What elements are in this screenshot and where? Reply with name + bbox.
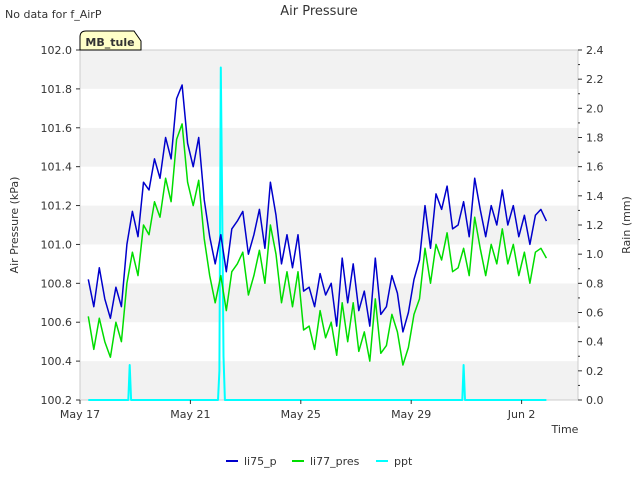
- y2-tick-label: 0.0: [586, 394, 604, 407]
- y2-axis-label: Rain (mm): [620, 196, 633, 254]
- site-badge: MB_tule: [79, 30, 142, 51]
- y-tick-label: 100.4: [41, 355, 73, 368]
- legend-label: ppt: [394, 455, 413, 468]
- x-tick-label: May 25: [281, 408, 321, 421]
- site-badge-box: [79, 30, 142, 51]
- y2-tick-label: 0.8: [586, 277, 604, 290]
- y2-tick-label: 2.0: [586, 102, 604, 115]
- y-tick-label: 101.8: [41, 83, 73, 96]
- x-axis-label: Time: [551, 423, 579, 436]
- background-bands: [80, 50, 578, 400]
- grid-band: [80, 205, 578, 245]
- x-tick-label: Jun 2: [507, 408, 536, 421]
- y-axis-ticks: 100.2 100.4 100.6 100.8 101.0 101.2 101.4 101.6…: [41, 44, 80, 407]
- y2-tick-label: 0.4: [586, 336, 604, 349]
- y-tick-label: 101.6: [41, 122, 73, 135]
- y-tick-label: 100.2: [41, 394, 73, 407]
- y2-tick-label: 1.0: [586, 248, 604, 261]
- y-tick-label: 101.0: [41, 238, 73, 251]
- y2-tick-label: 0.2: [586, 365, 604, 378]
- y2-tick-label: 2.2: [586, 73, 604, 86]
- x-axis-ticks: May 17 May 21 May 25 May 29 Jun 2: [60, 400, 536, 421]
- x-tick-label: May 21: [170, 408, 210, 421]
- y2-tick-label: 1.2: [586, 219, 604, 232]
- y2-tick-label: 1.6: [586, 161, 604, 174]
- y2-axis-ticks: 0.0 0.2 0.4 0.6 0.8 1.0 1.2 1.4 1.6 1.8 2.0 2.2 2.4: [578, 44, 604, 407]
- corner-note: No data for f_AirP: [5, 8, 102, 21]
- chart-title: Air Pressure: [280, 4, 358, 19]
- series-line-li75_p: [87, 84, 548, 333]
- grid-band: [80, 361, 578, 400]
- y2-tick-label: 1.4: [586, 190, 604, 203]
- series-line-ppt: [88, 66, 547, 401]
- grid-band: [80, 283, 578, 323]
- y-tick-label: 101.2: [41, 200, 73, 213]
- x-tick-label: May 29: [391, 408, 431, 421]
- y-tick-label: 101.4: [41, 161, 73, 174]
- x-tick-label: May 17: [60, 408, 100, 421]
- series-layer: [87, 66, 548, 401]
- legend: li75_p li77_pres ppt: [226, 455, 413, 468]
- y2-tick-label: 2.4: [586, 44, 604, 57]
- y2-tick-label: 1.8: [586, 132, 604, 145]
- legend-label: li77_pres: [310, 455, 360, 468]
- series-line-li77_pres: [87, 123, 548, 366]
- grid-band: [80, 50, 578, 89]
- y2-tick-label: 0.6: [586, 307, 604, 320]
- grid-band: [80, 88, 578, 128]
- grid-band: [80, 244, 578, 284]
- y-tick-label: 100.6: [41, 316, 73, 329]
- y-tick-label: 100.8: [41, 277, 73, 290]
- legend-label: li75_p: [244, 455, 277, 468]
- y-tick-label: 102.0: [41, 44, 73, 57]
- site-badge-label: MB_tule: [85, 36, 134, 49]
- y-axis-label: Air Pressure (kPa): [8, 177, 21, 274]
